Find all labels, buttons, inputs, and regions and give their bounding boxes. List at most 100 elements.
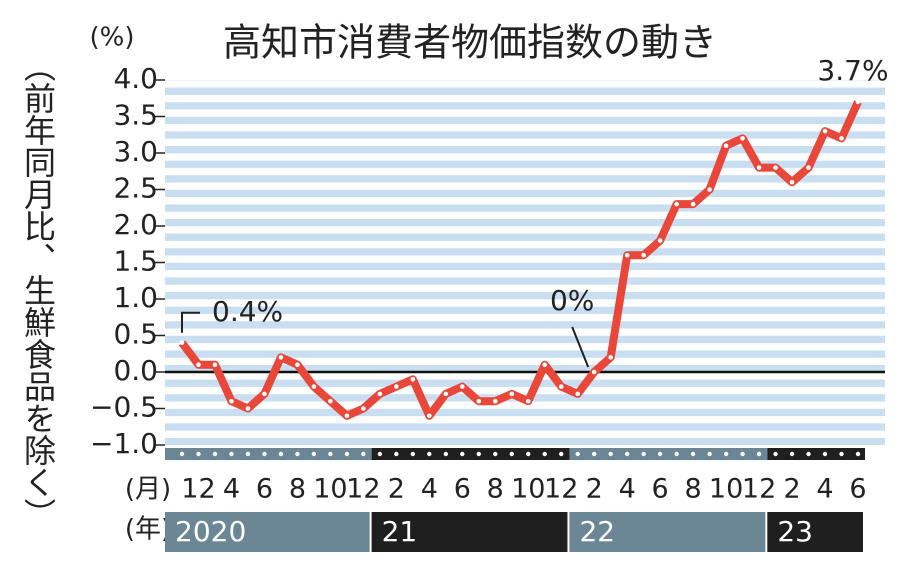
- month-dot: [476, 451, 481, 457]
- month-dot: [822, 451, 828, 457]
- month-dot: [229, 451, 234, 457]
- y-tick-label: 3.5: [113, 99, 158, 132]
- point: [377, 391, 383, 397]
- year-label: 2020: [175, 515, 246, 548]
- x-tick-label: 4: [816, 474, 833, 505]
- point: [476, 398, 482, 404]
- x-tick-label: 2: [586, 474, 603, 505]
- x-tick-label: 10: [511, 474, 545, 505]
- point: [707, 187, 712, 192]
- x-tick-label: 12: [742, 474, 776, 505]
- point: [311, 384, 317, 389]
- month-dot: [624, 451, 630, 457]
- x-tick-label: 6: [652, 474, 669, 505]
- month-dot: [591, 451, 597, 457]
- point: [657, 238, 663, 243]
- month-dot: [855, 451, 861, 457]
- annotation: 3.7%: [817, 54, 888, 87]
- point: [196, 362, 201, 368]
- y-tick-label: 2.0: [113, 208, 158, 241]
- month-dot: [773, 451, 778, 457]
- point: [262, 391, 267, 397]
- point: [344, 413, 350, 419]
- y-tick-label: −0.5: [90, 391, 158, 424]
- point: [542, 362, 548, 368]
- month-dot: [410, 451, 416, 457]
- annotation-leader: [571, 326, 590, 368]
- x-tick-label: 6: [454, 474, 471, 505]
- month-dot: [690, 451, 696, 457]
- month-dot: [575, 451, 580, 457]
- month-band: [767, 448, 865, 460]
- month-dot: [493, 451, 498, 457]
- year-unit: (年): [125, 515, 171, 545]
- x-tick-label: 4: [223, 474, 240, 505]
- month-dot: [443, 451, 449, 457]
- point: [674, 201, 679, 207]
- month-dot: [196, 451, 201, 457]
- month-dot: [509, 451, 514, 457]
- year-band: [371, 512, 568, 552]
- x-tick-label: 8: [289, 474, 306, 505]
- y-tick-label: 3.0: [113, 135, 158, 168]
- point: [641, 252, 646, 258]
- month-dot: [839, 451, 844, 457]
- year-band: [165, 512, 370, 552]
- year-band: [767, 512, 863, 552]
- point: [855, 99, 861, 105]
- month-band: [371, 448, 570, 460]
- point: [295, 362, 300, 368]
- month-dot: [460, 451, 465, 457]
- x-tick-label: 12: [346, 474, 380, 505]
- point: [229, 398, 234, 404]
- month-dot: [707, 451, 712, 457]
- month-dot: [262, 451, 267, 457]
- month-band: [165, 448, 372, 460]
- month-dot: [674, 451, 679, 457]
- point: [839, 136, 844, 141]
- month-dot: [328, 451, 333, 457]
- point: [427, 413, 432, 419]
- month-dot: [212, 451, 218, 457]
- month-dot: [394, 451, 399, 457]
- month-dot: [723, 451, 729, 457]
- point: [558, 384, 564, 389]
- point: [509, 391, 515, 397]
- point: [525, 398, 531, 404]
- plot-background: [165, 80, 885, 445]
- x-tick-label: 8: [685, 474, 702, 505]
- x-tick-label: 2: [388, 474, 405, 505]
- year-band: [569, 512, 766, 552]
- annotation: 0.4%: [212, 295, 283, 328]
- y-tick-label: 1.5: [113, 245, 158, 278]
- x-tick-label: 6: [256, 474, 273, 505]
- x-tick-label: 8: [487, 474, 504, 505]
- month-dot: [526, 451, 531, 457]
- month-dot: [559, 451, 564, 457]
- year-label: 23: [777, 515, 813, 548]
- point: [822, 128, 828, 134]
- point: [773, 165, 778, 170]
- y-label: （前年同月比、生鮮食品を除く）: [19, 50, 57, 530]
- x-tick-label: 6: [849, 474, 866, 505]
- point: [410, 377, 416, 382]
- point: [608, 355, 613, 360]
- month-dot: [789, 451, 795, 457]
- month-dot: [427, 451, 432, 457]
- y-tick-label: 0.5: [113, 318, 158, 351]
- point: [245, 406, 251, 411]
- y-tick-label: 1.0: [113, 281, 158, 314]
- point: [740, 136, 745, 141]
- x-tick-label: 12: [544, 474, 578, 505]
- point: [459, 384, 465, 389]
- point: [278, 355, 284, 360]
- point: [179, 340, 185, 346]
- month-dot: [295, 451, 300, 457]
- y-unit: (%): [90, 23, 135, 53]
- annotation-leader: [181, 311, 200, 333]
- point: [591, 369, 597, 375]
- x-unit: (月): [125, 475, 171, 505]
- point: [492, 398, 498, 404]
- x-tick-label: 4: [421, 474, 438, 505]
